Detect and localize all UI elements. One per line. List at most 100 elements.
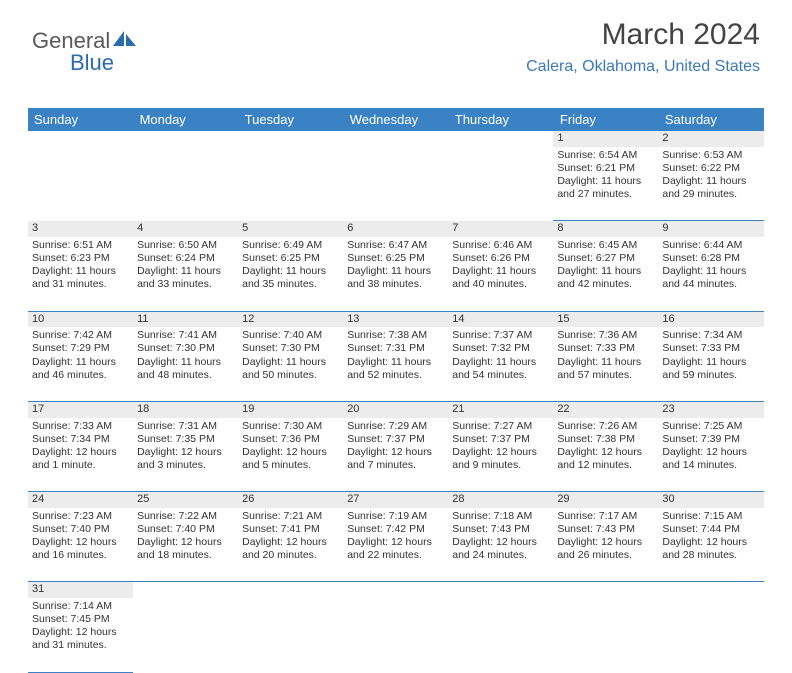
week-row: Sunrise: 7:14 AMSunset: 7:45 PMDaylight:…	[28, 598, 764, 672]
header-right: March 2024 Calera, Oklahoma, United Stat…	[526, 18, 760, 76]
day-number	[448, 582, 553, 598]
daylight-line-2: and 26 minutes.	[557, 549, 654, 562]
sunset-line: Sunset: 7:41 PM	[242, 523, 339, 536]
day-number: 8	[553, 221, 658, 237]
daylight-line-2: and 50 minutes.	[242, 369, 339, 382]
day-cell: Sunrise: 7:19 AMSunset: 7:42 PMDaylight:…	[343, 508, 448, 582]
sunrise-line: Sunrise: 7:18 AM	[452, 510, 549, 523]
day-number: 28	[448, 492, 553, 508]
daylight-line-2: and 54 minutes.	[452, 369, 549, 382]
day-cell: Sunrise: 7:23 AMSunset: 7:40 PMDaylight:…	[28, 508, 133, 582]
daylight-line-1: Daylight: 11 hours	[662, 356, 759, 369]
sunrise-line: Sunrise: 7:27 AM	[452, 420, 549, 433]
daylight-line-1: Daylight: 12 hours	[452, 536, 549, 549]
sunset-line: Sunset: 6:25 PM	[347, 252, 444, 265]
sunrise-line: Sunrise: 6:49 AM	[242, 239, 339, 252]
daylight-line-1: Daylight: 12 hours	[347, 446, 444, 459]
day-cell: Sunrise: 7:40 AMSunset: 7:30 PMDaylight:…	[238, 327, 343, 401]
day-number: 24	[28, 492, 133, 508]
sunrise-line: Sunrise: 6:53 AM	[662, 149, 759, 162]
daylight-line-2: and 12 minutes.	[557, 459, 654, 472]
daynum-row: 10111213141516	[28, 311, 764, 327]
day-number	[553, 582, 658, 598]
sunrise-line: Sunrise: 6:44 AM	[662, 239, 759, 252]
daylight-line-2: and 5 minutes.	[242, 459, 339, 472]
daylight-line-2: and 35 minutes.	[242, 278, 339, 291]
sunset-line: Sunset: 7:44 PM	[662, 523, 759, 536]
sunrise-line: Sunrise: 6:47 AM	[347, 239, 444, 252]
daylight-line-2: and 59 minutes.	[662, 369, 759, 382]
day-number: 12	[238, 311, 343, 327]
daynum-row: 12	[28, 131, 764, 147]
day-number: 6	[343, 221, 448, 237]
daylight-line-1: Daylight: 12 hours	[32, 536, 129, 549]
day-number: 15	[553, 311, 658, 327]
sunrise-line: Sunrise: 7:23 AM	[32, 510, 129, 523]
day-cell: Sunrise: 6:46 AMSunset: 6:26 PMDaylight:…	[448, 237, 553, 311]
daylight-line-1: Daylight: 11 hours	[452, 356, 549, 369]
daylight-line-2: and 14 minutes.	[662, 459, 759, 472]
daylight-line-1: Daylight: 11 hours	[452, 265, 549, 278]
sunrise-line: Sunrise: 7:34 AM	[662, 329, 759, 342]
sunset-line: Sunset: 6:23 PM	[32, 252, 129, 265]
week-row: Sunrise: 7:23 AMSunset: 7:40 PMDaylight:…	[28, 508, 764, 582]
daylight-line-2: and 42 minutes.	[557, 278, 654, 291]
day-cell: Sunrise: 7:38 AMSunset: 7:31 PMDaylight:…	[343, 327, 448, 401]
daylight-line-1: Daylight: 12 hours	[557, 536, 654, 549]
daylight-line-1: Daylight: 12 hours	[32, 446, 129, 459]
daynum-row: 3456789	[28, 221, 764, 237]
day-number: 5	[238, 221, 343, 237]
day-cell: Sunrise: 7:25 AMSunset: 7:39 PMDaylight:…	[658, 418, 763, 492]
sunset-line: Sunset: 7:29 PM	[32, 342, 129, 355]
sunset-line: Sunset: 7:37 PM	[347, 433, 444, 446]
day-cell	[133, 598, 238, 672]
day-cell: Sunrise: 6:51 AMSunset: 6:23 PMDaylight:…	[28, 237, 133, 311]
daylight-line-2: and 16 minutes.	[32, 549, 129, 562]
day-number: 11	[133, 311, 238, 327]
sunset-line: Sunset: 6:27 PM	[557, 252, 654, 265]
sunset-line: Sunset: 6:24 PM	[137, 252, 234, 265]
daylight-line-2: and 7 minutes.	[347, 459, 444, 472]
day-number: 17	[28, 401, 133, 417]
sunset-line: Sunset: 6:28 PM	[662, 252, 759, 265]
day-number	[343, 131, 448, 147]
daylight-line-1: Daylight: 12 hours	[557, 446, 654, 459]
day-cell	[553, 598, 658, 672]
day-number: 31	[28, 582, 133, 598]
sunset-line: Sunset: 7:38 PM	[557, 433, 654, 446]
daylight-line-1: Daylight: 12 hours	[137, 536, 234, 549]
daylight-line-1: Daylight: 12 hours	[242, 446, 339, 459]
day-header: Saturday	[658, 108, 763, 131]
day-cell: Sunrise: 7:33 AMSunset: 7:34 PMDaylight:…	[28, 418, 133, 492]
daylight-line-2: and 31 minutes.	[32, 639, 129, 652]
day-cell: Sunrise: 7:29 AMSunset: 7:37 PMDaylight:…	[343, 418, 448, 492]
location-text: Calera, Oklahoma, United States	[526, 58, 760, 76]
day-cell	[343, 598, 448, 672]
day-cell: Sunrise: 7:18 AMSunset: 7:43 PMDaylight:…	[448, 508, 553, 582]
day-number: 25	[133, 492, 238, 508]
daylight-line-1: Daylight: 12 hours	[137, 446, 234, 459]
daylight-line-1: Daylight: 12 hours	[662, 536, 759, 549]
sunrise-line: Sunrise: 7:19 AM	[347, 510, 444, 523]
week-row: Sunrise: 6:54 AMSunset: 6:21 PMDaylight:…	[28, 147, 764, 221]
daylight-line-1: Daylight: 11 hours	[137, 265, 234, 278]
day-header: Tuesday	[238, 108, 343, 131]
daylight-line-1: Daylight: 11 hours	[662, 265, 759, 278]
day-number: 10	[28, 311, 133, 327]
daylight-line-2: and 57 minutes.	[557, 369, 654, 382]
day-number	[133, 131, 238, 147]
day-number: 7	[448, 221, 553, 237]
day-cell	[238, 147, 343, 221]
day-number: 16	[658, 311, 763, 327]
sunset-line: Sunset: 7:33 PM	[662, 342, 759, 355]
sunrise-line: Sunrise: 7:17 AM	[557, 510, 654, 523]
sunrise-line: Sunrise: 7:21 AM	[242, 510, 339, 523]
day-number: 30	[658, 492, 763, 508]
daylight-line-2: and 20 minutes.	[242, 549, 339, 562]
day-cell: Sunrise: 7:21 AMSunset: 7:41 PMDaylight:…	[238, 508, 343, 582]
day-number: 2	[658, 131, 763, 147]
day-cell: Sunrise: 7:26 AMSunset: 7:38 PMDaylight:…	[553, 418, 658, 492]
daylight-line-1: Daylight: 11 hours	[347, 265, 444, 278]
logo-text-blue-wrap: Blue	[70, 50, 114, 76]
daylight-line-1: Daylight: 12 hours	[662, 446, 759, 459]
